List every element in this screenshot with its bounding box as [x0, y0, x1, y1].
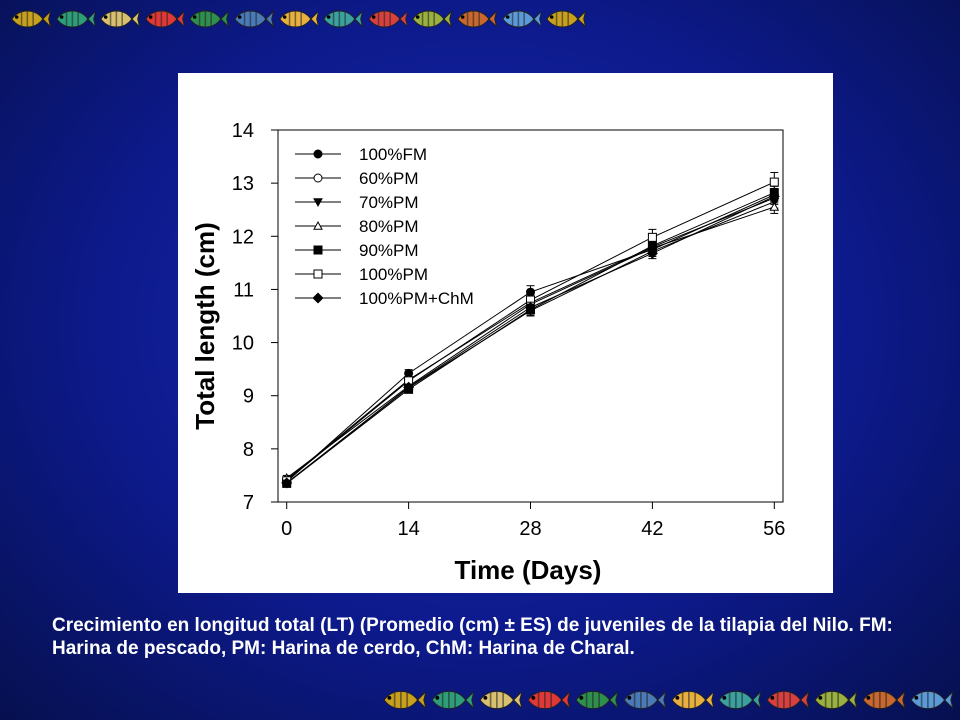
legend-marker — [313, 173, 323, 183]
legend-marker — [313, 220, 323, 230]
legend-label: 60%PM — [359, 169, 419, 188]
fish-banner-bottom — [380, 682, 955, 718]
legend-item: 100%FM — [295, 145, 427, 164]
legend-marker — [312, 292, 324, 304]
fish-icon — [718, 690, 762, 710]
chart-panel: 7 8 9 10 11 12 13 14 0 14 28 42 56 100%FM 60%PM 70%PM 8… — [178, 73, 833, 593]
fish-icon — [814, 690, 858, 710]
x-tick-label: 42 — [641, 518, 663, 540]
series-90%PM — [282, 185, 779, 488]
legend-label: 100%PM+ChM — [359, 289, 474, 308]
fish-icon — [368, 10, 408, 28]
y-tick-label: 7 — [243, 492, 254, 514]
y-axis-title: Total length (cm) — [190, 222, 220, 430]
series-100%PM+ChM — [281, 189, 780, 489]
fish-icon — [546, 10, 586, 28]
y-tick-label: 9 — [243, 386, 254, 408]
fish-icon — [575, 690, 618, 710]
data-point — [647, 232, 657, 242]
x-tick-label: 56 — [763, 518, 785, 540]
fish-icon — [145, 10, 185, 28]
legend-label: 80%PM — [359, 217, 419, 236]
x-tick-label: 14 — [397, 518, 419, 540]
legend: 100%FM 60%PM 70%PM 80%PM 90%PM 100%PM 100%PM+C… — [295, 145, 474, 308]
fish-icon — [55, 10, 96, 28]
data-point — [769, 202, 780, 211]
fish-icon — [323, 10, 363, 28]
axes: 7 8 9 10 11 12 13 14 0 14 28 42 56 — [232, 120, 786, 540]
legend-item: 100%PM+ChM — [295, 289, 474, 308]
series-line — [286, 194, 775, 483]
y-tick-label: 10 — [232, 333, 254, 355]
fish-icon — [278, 10, 319, 28]
legend-label: 100%FM — [359, 145, 427, 164]
fish-icon — [189, 10, 230, 28]
legend-item: 60%PM — [295, 169, 419, 188]
y-tick-label: 11 — [233, 279, 254, 301]
series-80%PM — [281, 200, 780, 482]
data-point — [281, 477, 293, 489]
fish-icon — [457, 10, 497, 28]
x-axis-title: Time (Days) — [455, 555, 602, 585]
fish-icon — [431, 690, 474, 710]
legend-label: 100%PM — [359, 265, 428, 284]
legend-marker — [313, 149, 323, 159]
y-tick-label: 12 — [232, 226, 254, 248]
legend-marker — [313, 245, 323, 255]
legend-label: 90%PM — [359, 241, 419, 260]
y-tick-label: 14 — [232, 120, 254, 142]
y-tick-label: 13 — [232, 173, 254, 195]
data-point — [646, 247, 658, 259]
fish-icon — [383, 690, 426, 710]
y-tick-label: 8 — [243, 439, 254, 461]
legend-marker — [313, 269, 323, 279]
fish-banner-top — [8, 2, 588, 36]
fish-icon — [412, 10, 453, 28]
line-chart: 7 8 9 10 11 12 13 14 0 14 28 42 56 100%FM 60%PM 70%PM 8… — [190, 120, 786, 585]
series-100%PM — [282, 172, 779, 486]
fish-icon — [527, 690, 570, 710]
fish-icon — [910, 690, 954, 710]
data-point — [769, 177, 779, 187]
series-group — [281, 172, 780, 489]
fish-icon — [671, 690, 714, 710]
legend-item: 80%PM — [295, 217, 419, 236]
legend-marker — [313, 198, 323, 208]
figure-caption: Crecimiento en longitud total (LT) (Prom… — [52, 615, 893, 659]
series-100%FM — [282, 187, 779, 487]
fish-icon — [623, 690, 666, 710]
fish-icon — [501, 10, 542, 28]
legend-item: 70%PM — [295, 193, 419, 212]
fish-icon — [862, 690, 906, 710]
data-point — [524, 301, 537, 314]
x-tick-label: 28 — [519, 518, 541, 540]
fish-icon — [100, 10, 140, 28]
data-point — [768, 190, 780, 202]
series-line — [286, 195, 775, 484]
fish-icon — [479, 690, 522, 710]
fish-icon — [234, 10, 274, 28]
legend-label: 70%PM — [359, 193, 419, 212]
series-70%PM — [281, 194, 780, 489]
series-60%PM — [282, 191, 779, 485]
fish-icon — [766, 690, 810, 710]
legend-item: 90%PM — [295, 241, 419, 260]
x-tick-label: 0 — [281, 518, 292, 540]
series-line — [286, 192, 775, 484]
fish-icon — [11, 10, 51, 28]
legend-item: 100%PM — [295, 265, 428, 284]
data-point — [403, 381, 415, 393]
